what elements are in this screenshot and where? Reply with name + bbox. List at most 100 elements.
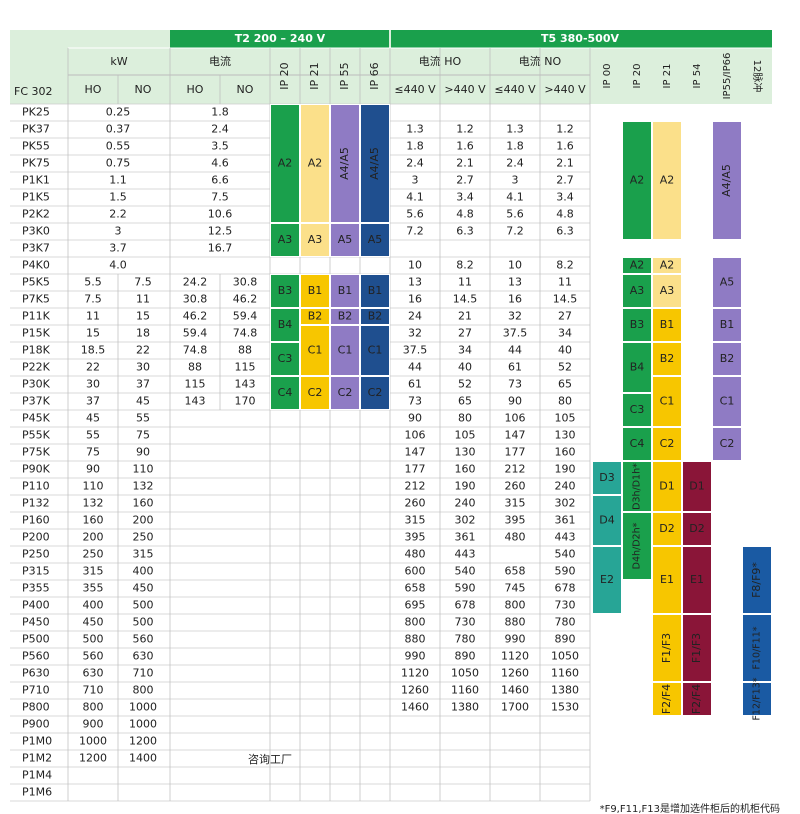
t5-current: 540	[455, 565, 476, 578]
t5-current: 13	[408, 276, 422, 289]
model-code: P1M0	[22, 735, 52, 748]
t5-current: 890	[555, 633, 576, 646]
kw-cell: 800	[83, 701, 104, 714]
enclosure-block	[360, 376, 390, 410]
t5-current: 177	[505, 446, 526, 459]
enclosure-label: A4/A5	[368, 147, 381, 180]
enclosure-label: A5	[338, 233, 353, 246]
kw-cell: 560	[133, 633, 154, 646]
model-code: P160	[22, 514, 50, 527]
t2-current: 3.5	[211, 140, 229, 153]
t5-current: 800	[405, 616, 426, 629]
t5-current: 3.4	[556, 191, 574, 204]
t5-current: 540	[555, 548, 576, 561]
enclosure-label: B1	[368, 284, 383, 297]
kw-cell: 1200	[129, 735, 157, 748]
t5-current: 3	[412, 174, 419, 187]
t5-current: 52	[558, 361, 572, 374]
kw-cell: 30	[136, 361, 150, 374]
kw-cell: 630	[133, 650, 154, 663]
enclosure-block	[652, 461, 682, 512]
model-code: P30K	[22, 378, 51, 391]
t5-current: 21	[458, 310, 472, 323]
t5-current: 1460	[401, 701, 429, 714]
sub-header: HO	[85, 83, 102, 96]
kw-cell: 30	[86, 378, 100, 391]
enclosure-label: B2	[338, 310, 353, 323]
model-code: P1K1	[22, 174, 50, 187]
enclosure-label: E1	[660, 573, 674, 586]
enclosure-block	[652, 512, 682, 546]
t5-current: 990	[505, 633, 526, 646]
enclosure-label: A3	[630, 284, 645, 297]
enclosure-label: B1	[660, 318, 675, 331]
enclosure-block	[300, 325, 330, 376]
kw-cell: 7.5	[134, 276, 152, 289]
t5-current: 658	[405, 582, 426, 595]
enclosure-label: A2	[278, 157, 293, 170]
enclosure-block	[300, 376, 330, 410]
enclosure-block	[300, 223, 330, 257]
model-code: P75K	[22, 446, 51, 459]
enclosure-label: D3h/D1h*	[632, 463, 643, 510]
t5-current: 395	[405, 531, 426, 544]
kw-cell: 630	[83, 667, 104, 680]
enclosure-label: A3	[278, 233, 293, 246]
enclosure-label: C3	[630, 403, 645, 416]
kw-cell: 355	[83, 582, 104, 595]
enclosure-block	[742, 682, 772, 716]
kw-cell: 500	[133, 616, 154, 629]
t5-current: 1380	[551, 684, 579, 697]
ip-header: IP 55	[338, 62, 351, 89]
ip-header: IP 00	[602, 64, 613, 89]
enclosure-label: B1	[720, 318, 735, 331]
enclosure-block	[622, 427, 652, 461]
enclosure-block	[742, 546, 772, 614]
t5-current: 212	[405, 480, 426, 493]
t5-current: 5.6	[406, 208, 424, 221]
ip-header: IP 21	[308, 62, 321, 89]
enclosure-block	[652, 342, 682, 376]
t5-current: 40	[558, 344, 572, 357]
kw-cell: 1000	[129, 718, 157, 731]
model-code: P630	[22, 667, 50, 680]
t5-current: 1.3	[406, 123, 424, 136]
model-code: P1M2	[22, 752, 52, 765]
kw-cell: 250	[83, 548, 104, 561]
t5-current: 240	[555, 480, 576, 493]
enclosure-block	[270, 376, 300, 410]
enclosure-label: B2	[368, 310, 383, 323]
enclosure-block	[270, 223, 300, 257]
t5-current: 2.4	[506, 157, 524, 170]
model-code: P560	[22, 650, 50, 663]
enclosure-block	[652, 121, 682, 240]
enclosure-block	[712, 308, 742, 342]
enclosure-block	[652, 308, 682, 342]
t5-current: 480	[405, 548, 426, 561]
model-code: P710	[22, 684, 50, 697]
t5-current: 105	[455, 429, 476, 442]
t5-current: 4.8	[456, 208, 474, 221]
kw-cell: 18	[136, 327, 150, 340]
t5-current: 260	[405, 497, 426, 510]
model-code: PK75	[22, 157, 50, 170]
model-code: P2K2	[22, 208, 50, 221]
t5-current: 1530	[551, 701, 579, 714]
kw-cell: 22	[136, 344, 150, 357]
t5-current: 1260	[501, 667, 529, 680]
enclosure-label: F2/F4	[690, 684, 703, 714]
t5-current: 10	[508, 259, 522, 272]
model-code: P400	[22, 599, 50, 612]
t5-current: 16	[508, 293, 522, 306]
t5-current: 658	[505, 565, 526, 578]
kw-cell: 900	[83, 718, 104, 731]
enclosure-label: B2	[660, 352, 675, 365]
kw-cell: 2.2	[109, 208, 127, 221]
kw-cell: 75	[86, 446, 100, 459]
t5-current: 32	[508, 310, 522, 323]
kw-cell: 45	[86, 412, 100, 425]
model-code: P200	[22, 531, 50, 544]
t5-current: 1160	[451, 684, 479, 697]
t5-current: 3.4	[456, 191, 474, 204]
